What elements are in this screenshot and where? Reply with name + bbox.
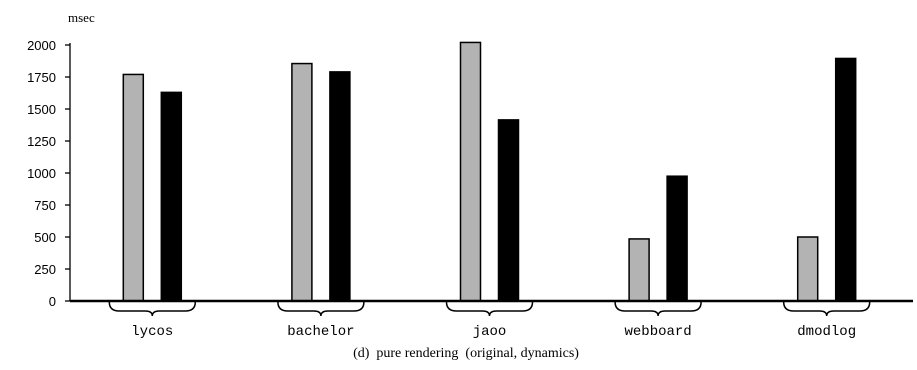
bar-series-2-lycos <box>160 91 183 302</box>
y-tick-label: 1750 <box>27 70 56 85</box>
bar-series-2-bachelor <box>329 71 351 302</box>
category-brace <box>277 301 365 317</box>
y-tick-label: 750 <box>34 198 56 213</box>
category-brace <box>614 301 702 317</box>
x-category-label-jaoo: jaoo <box>473 324 507 340</box>
chart-caption: (d) pure rendering (original, dynamics) <box>353 346 579 361</box>
y-tick-label: 2000 <box>27 38 56 53</box>
category-brace <box>108 301 197 317</box>
x-axis: lycos bachelor jaoo webboard dmodlog <box>131 324 856 340</box>
category-braces <box>108 301 871 317</box>
y-tick-label: 0 <box>49 294 56 309</box>
bar-series-1-lycos <box>122 73 145 302</box>
x-category-label-lycos: lycos <box>131 324 173 340</box>
bars-group <box>122 41 857 302</box>
bar-series-2-webboard <box>666 175 688 302</box>
bar-series-1-jaoo <box>459 41 482 302</box>
x-category-label-webboard: webboard <box>624 324 691 340</box>
y-tick-label: 1000 <box>27 166 56 181</box>
y-tick-label: 500 <box>34 230 56 245</box>
bar-series-1-bachelor <box>291 62 313 302</box>
y-tick-label: 1250 <box>27 134 56 149</box>
bar-series-2-jaoo <box>497 119 520 302</box>
category-brace <box>782 301 871 317</box>
bar-series-1-webboard <box>628 238 650 302</box>
x-category-label-bachelor: bachelor <box>287 324 354 340</box>
x-category-label-dmodlog: dmodlog <box>797 324 856 340</box>
category-brace <box>445 301 534 317</box>
y-tick-label: 1500 <box>27 102 56 117</box>
y-axis: 0 250 500 750 1000 1250 1500 1750 2000 <box>27 38 71 309</box>
y-axis-unit-label: msec <box>68 10 95 25</box>
bar-series-1-dmodlog <box>796 236 819 302</box>
y-tick-label: 250 <box>34 262 56 277</box>
bar-series-2-dmodlog <box>834 57 857 302</box>
